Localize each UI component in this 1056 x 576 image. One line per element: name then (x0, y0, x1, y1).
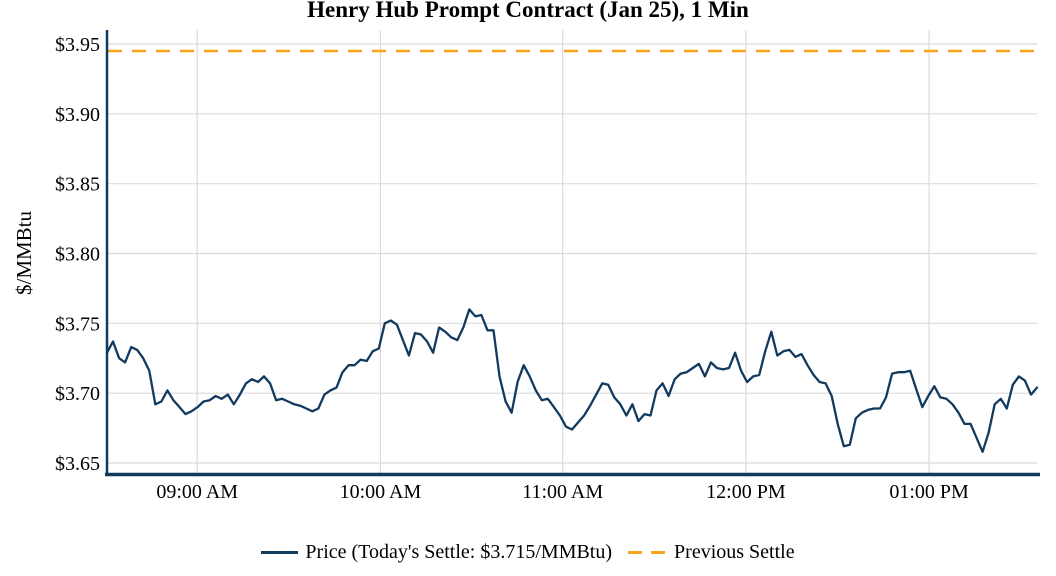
y-tick-label: $3.75 (55, 313, 100, 335)
chart-title: Henry Hub Prompt Contract (Jan 25), 1 Mi… (307, 0, 749, 22)
legend-previous-settle-label: Previous Settle (674, 541, 795, 563)
gridlines (107, 30, 1037, 474)
x-tick-label: 12:00 PM (706, 481, 786, 503)
x-tick-label: 10:00 AM (340, 481, 422, 503)
y-tick-labels: $3.65 $3.70 $3.75 $3.80 $3.85 $3.90 $3.9… (55, 34, 100, 475)
previous-settle-swatch (628, 551, 667, 554)
x-tick-label: 01:00 PM (889, 481, 969, 503)
y-tick-label: $3.85 (55, 174, 100, 196)
y-tick-label: $3.70 (55, 383, 100, 405)
x-tick-labels: 09:00 AM 10:00 AM 11:00 AM 12:00 PM 01:0… (156, 481, 969, 503)
legend-price-label: Price (Today's Settle: $3.715/MMBtu) (305, 541, 613, 563)
y-tick-label: $3.80 (55, 244, 100, 266)
y-tick-label: $3.90 (55, 104, 100, 126)
y-tick-label: $3.95 (55, 34, 100, 56)
x-tick-label: 09:00 AM (156, 481, 238, 503)
price-line (105, 308, 1039, 453)
y-tick-label: $3.65 (55, 453, 100, 475)
legend: Price (Today's Settle: $3.715/MMBtu) Pre… (0, 541, 1056, 564)
price-line-swatch (261, 551, 299, 554)
x-tick-label: 11:00 AM (522, 481, 603, 503)
